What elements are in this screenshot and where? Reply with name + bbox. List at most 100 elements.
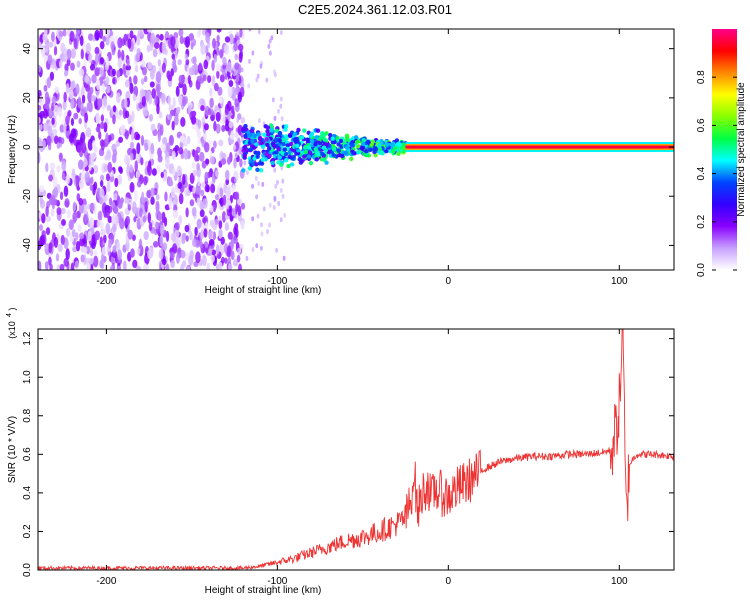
heat-cell [56, 264, 61, 270]
heat-cell [113, 205, 118, 215]
heat-cell [202, 217, 207, 224]
heat-cell [65, 174, 71, 185]
heat-cell [155, 200, 160, 213]
heat-cell [162, 242, 168, 251]
heat-cell [45, 41, 49, 54]
heat-cell [145, 92, 150, 103]
heat-cell [80, 48, 84, 60]
heat-cell [270, 160, 275, 166]
heat-cell [368, 147, 373, 152]
heat-cell [242, 145, 247, 150]
heat-cell [296, 127, 301, 133]
heat-cell [271, 143, 277, 148]
heat-cell [240, 116, 246, 124]
heat-cell [283, 151, 289, 157]
heat-cell [182, 173, 186, 185]
heat-cell [77, 224, 82, 232]
heat-cell [331, 152, 336, 158]
heat-cell [136, 180, 142, 188]
heat-cell [236, 254, 241, 263]
heat-cell [287, 154, 292, 159]
heat-cell [258, 168, 264, 173]
heat-cell [38, 116, 41, 124]
heat-cell [133, 44, 138, 52]
x-tick-label: -100 [267, 576, 287, 587]
heat-cell [142, 215, 147, 223]
heat-cell [178, 74, 184, 85]
heat-cell [243, 160, 247, 166]
heat-cell [99, 29, 104, 40]
heat-cell [59, 263, 65, 270]
heat-cell [349, 156, 354, 162]
heat-cell [57, 106, 62, 118]
heat-cell [87, 230, 92, 242]
heat-cell [84, 112, 89, 123]
heat-cell [80, 108, 86, 117]
heat-cell [176, 165, 182, 177]
heat-cell [178, 147, 184, 155]
heat-cell [149, 81, 155, 88]
heat-cell [259, 245, 263, 251]
heat-cell [219, 74, 225, 83]
heat-cell [148, 113, 154, 122]
heat-cell [84, 171, 90, 183]
heat-cell [100, 228, 106, 237]
heat-cell [75, 83, 80, 95]
heat-cell [270, 35, 274, 41]
heat-cell [310, 138, 315, 144]
heat-cell [124, 79, 130, 88]
heat-cell [94, 29, 100, 41]
heat-cell [157, 59, 161, 67]
heat-cell [70, 81, 75, 90]
y-tick-label: 0.2 [22, 524, 33, 538]
heat-cell [143, 176, 148, 186]
heat-cell [165, 157, 170, 168]
heat-cell [117, 49, 122, 61]
snr-panel: -200 -100 0 100 Height of straight line (km)… [6, 308, 675, 596]
heat-cell [246, 170, 249, 176]
heat-cell [164, 191, 168, 202]
heat-cell [64, 69, 68, 77]
heat-cell [158, 111, 163, 119]
heat-cell [193, 150, 199, 162]
heat-cell [124, 207, 129, 215]
heat-cell [239, 29, 243, 38]
heat-cell [390, 142, 395, 148]
heat-cell [321, 157, 327, 162]
heat-cell [266, 229, 269, 235]
heat-cell [209, 87, 213, 97]
heat-cell [281, 138, 286, 143]
heat-cell [324, 142, 329, 147]
heat-cell [369, 141, 374, 147]
heat-cell [203, 123, 209, 131]
heat-cell [161, 258, 167, 266]
heat-cell [310, 142, 315, 148]
heat-cell [265, 125, 271, 130]
heat-cell [264, 136, 270, 142]
heat-cell [197, 176, 201, 187]
heat-cell [43, 84, 48, 92]
heat-cell [123, 98, 128, 110]
heat-cell [178, 29, 184, 37]
heat-cell [44, 100, 50, 111]
heat-cell [49, 263, 53, 270]
heat-cell [344, 133, 350, 139]
heat-cell [272, 154, 278, 159]
heat-cell [315, 128, 321, 133]
heat-cell [83, 214, 88, 225]
heat-cell [133, 189, 138, 202]
heat-cell [141, 95, 146, 107]
heat-cell [150, 68, 155, 80]
heat-cell [351, 150, 356, 156]
heat-cell [185, 207, 189, 218]
heat-cell [50, 31, 55, 42]
heat-cell [56, 207, 62, 216]
heat-cell [38, 224, 43, 232]
heat-cell [122, 63, 126, 75]
heat-cell [112, 223, 117, 233]
heat-cell [283, 127, 288, 132]
heat-cell [221, 152, 227, 160]
heat-cell [179, 35, 184, 45]
heat-cell [140, 89, 146, 97]
heat-cell [141, 66, 148, 76]
